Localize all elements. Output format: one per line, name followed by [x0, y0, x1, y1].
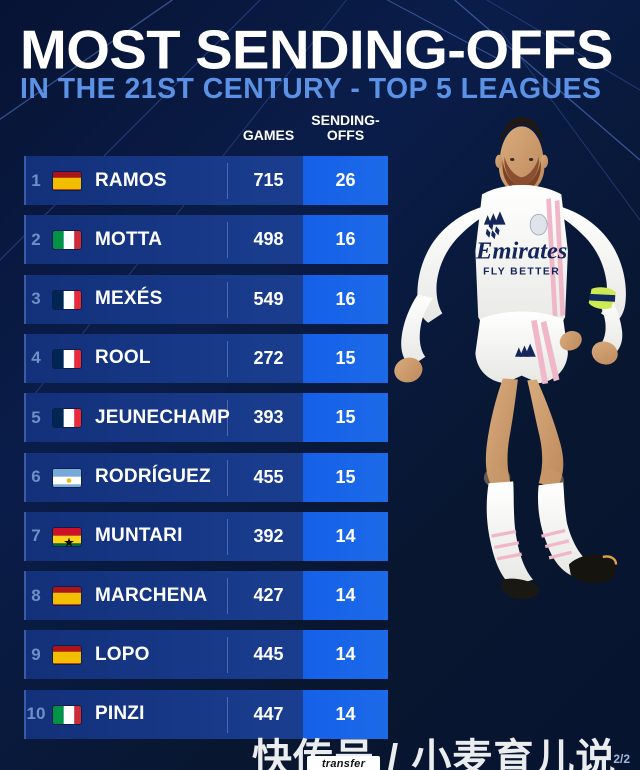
- svg-text:Emirates: Emirates: [475, 238, 567, 265]
- svg-text:FLY BETTER: FLY BETTER: [483, 267, 560, 278]
